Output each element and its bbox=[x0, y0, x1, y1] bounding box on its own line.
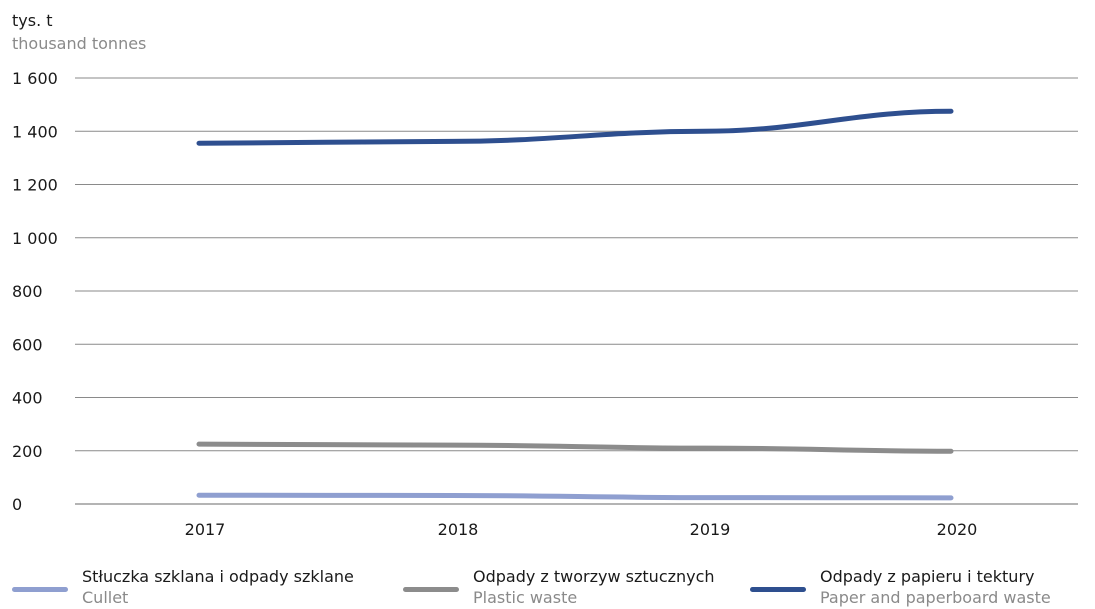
x-tick-label: 2020 bbox=[937, 520, 978, 539]
legend-label-en: Plastic waste bbox=[473, 588, 578, 607]
x-axis-ticks: 2017 2018 2019 2020 bbox=[185, 520, 978, 539]
legend-swatch bbox=[750, 587, 806, 592]
y-tick-label: 200 bbox=[12, 442, 43, 461]
series-line-0 bbox=[196, 492, 954, 501]
legend-label-en: Cullet bbox=[82, 588, 129, 607]
x-tick-label: 2018 bbox=[438, 520, 479, 539]
series-line-1 bbox=[196, 441, 954, 454]
y-tick-label: 1 200 bbox=[12, 176, 58, 195]
legend-label: Stłuczka szklana i odpady szklane bbox=[82, 567, 354, 586]
legend-swatch bbox=[403, 587, 459, 592]
series-line-2 bbox=[196, 108, 954, 146]
y-tick-label: 600 bbox=[12, 335, 43, 354]
legend-label: Odpady z tworzyw sztucznych bbox=[473, 567, 715, 586]
legend-swatch bbox=[12, 587, 68, 592]
x-tick-label: 2019 bbox=[690, 520, 731, 539]
y-unit-label: tys. t bbox=[12, 11, 53, 30]
y-tick-label: 0 bbox=[12, 495, 22, 514]
y-unit-label-en: thousand tonnes bbox=[12, 34, 147, 53]
legend-label-en: Paper and paperboard waste bbox=[820, 588, 1051, 607]
legend-label: Odpady z papieru i tektury bbox=[820, 567, 1035, 586]
y-tick-label: 1 400 bbox=[12, 122, 58, 141]
y-tick-label: 1 000 bbox=[12, 229, 58, 248]
x-tick-label: 2017 bbox=[185, 520, 226, 539]
series-lines bbox=[196, 108, 954, 501]
y-tick-label: 400 bbox=[12, 389, 43, 408]
y-tick-label: 800 bbox=[12, 282, 43, 301]
y-tick-label: 1 600 bbox=[12, 69, 58, 88]
y-axis-ticks: 0 200 400 600 800 1 000 1 200 1 400 1 600 bbox=[12, 69, 58, 514]
